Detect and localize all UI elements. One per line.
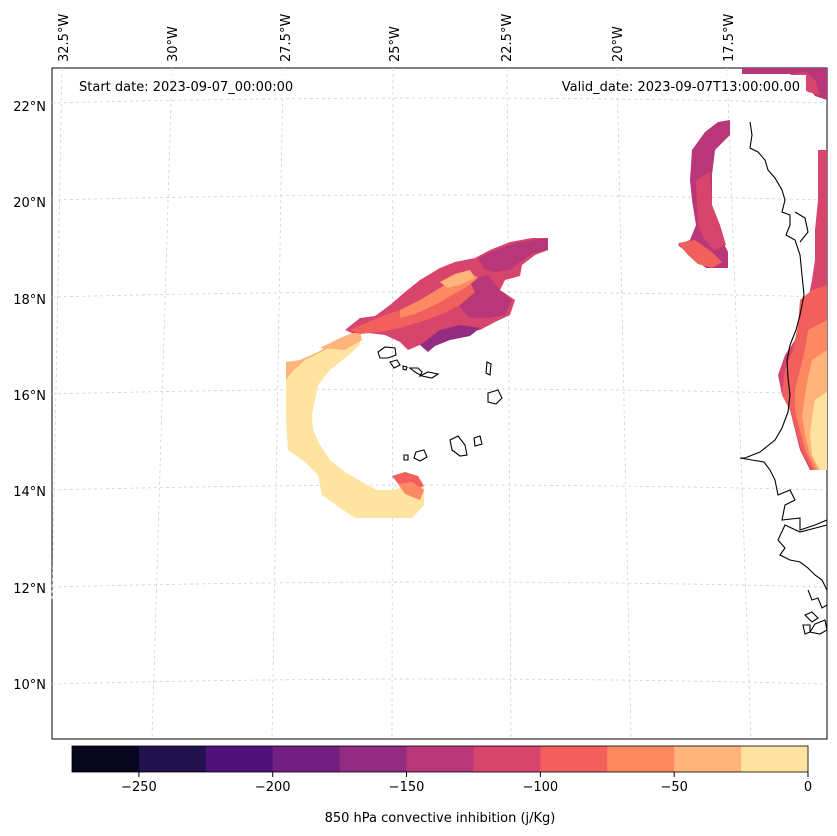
island-santa-luzia <box>402 365 408 371</box>
colorbar-tick-label: −200 <box>255 780 291 795</box>
lon-label: 17.5°W <box>722 14 737 62</box>
colorbar-bin <box>272 746 341 772</box>
lat-labels: 22°N 20°N 18°N 16°N 14°N 12°N 10°N <box>13 100 46 693</box>
island-maio <box>473 435 483 447</box>
cin-contours <box>286 68 827 518</box>
colorbar-label: 850 hPa convective inhibition (j/Kg) <box>325 811 556 826</box>
colorbar-bin <box>540 746 608 772</box>
colorbar-bin <box>607 746 675 772</box>
colorbar <box>72 746 809 772</box>
contour-arc-yellow <box>286 330 424 518</box>
contour-band-light <box>440 270 475 288</box>
valid-date-text: Valid_date: 2023-09-07T13:00:00.00 <box>562 80 800 95</box>
colorbar-bin <box>339 746 408 772</box>
lat-label: 16°N <box>13 389 46 404</box>
lon-label: 30°W <box>166 26 181 62</box>
contour-coast-yellow <box>810 392 827 470</box>
lon-label: 27.5°W <box>279 14 294 62</box>
lon-label: 32.5°W <box>57 14 72 62</box>
contour-band-deep <box>420 325 480 352</box>
meridian-17-5w <box>726 67 752 740</box>
colorbar-bin <box>674 746 742 772</box>
contour-arc-lightorange-2 <box>320 330 362 350</box>
colorbar-bin <box>473 746 541 772</box>
parallel-16n <box>51 388 828 395</box>
colorbar-ticks: −250 −200 −150 −100 −50 0 <box>121 772 812 795</box>
colorbar-frame <box>71 745 809 773</box>
lon-labels: 32.5°W 30°W 27.5°W 25°W 22.5°W 20°W 17.5… <box>57 14 737 62</box>
contour-north-column-red <box>696 172 726 250</box>
lat-label: 14°N <box>13 485 46 500</box>
meridian-32-5w <box>51 67 63 601</box>
parallel-14n <box>51 484 828 491</box>
coast-guinea-2 <box>807 589 828 609</box>
island-fogo <box>413 449 428 462</box>
parallel-22n <box>51 97 828 104</box>
lon-label: 20°W <box>611 26 626 62</box>
colorbar-bin <box>72 746 140 772</box>
island-sal <box>485 361 492 376</box>
coastlines <box>377 121 828 635</box>
coast-africa <box>739 121 828 531</box>
meridian-30w <box>151 67 173 740</box>
island-santo-antao <box>377 346 397 359</box>
island-santiago <box>449 435 468 457</box>
parallel-18n <box>51 291 828 298</box>
lat-label: 10°N <box>13 678 46 693</box>
lat-label: 18°N <box>13 293 46 308</box>
island-sao-nicolau <box>408 367 440 379</box>
lon-label: 25°W <box>388 26 403 62</box>
contour-arc-peach-patch <box>398 482 424 500</box>
colorbar-tick-label: −150 <box>389 780 425 795</box>
lat-label: 22°N <box>13 100 46 115</box>
lat-label: 20°N <box>13 196 46 211</box>
graticule <box>51 67 828 740</box>
coast-guinea <box>777 524 828 591</box>
colorbar-bin <box>205 746 274 772</box>
lat-label: 12°N <box>13 582 46 597</box>
coast-wsahara <box>794 211 809 243</box>
colorbar-tick-label: −100 <box>523 780 559 795</box>
meridian-22-5w <box>506 67 512 740</box>
colorbar-tick-label: −250 <box>121 780 157 795</box>
contour-band-purple-2 <box>460 275 512 318</box>
island-boa-vista <box>487 389 503 405</box>
parallel-20n <box>51 194 828 201</box>
meridian-25w <box>391 67 394 740</box>
coast-islands-bissau <box>802 611 828 635</box>
start-date-text: Start date: 2023-09-07_00:00:00 <box>79 80 293 95</box>
colorbar-bin <box>138 746 207 772</box>
colorbar-bin <box>406 746 474 772</box>
lon-label: 22.5°W <box>500 14 515 62</box>
meridian-20w <box>616 67 632 740</box>
contour-north-column-orange <box>678 240 722 268</box>
colorbar-tick-label: 0 <box>804 780 812 795</box>
parallel-10n <box>51 678 828 685</box>
contour-band-purple <box>478 238 548 272</box>
start-date-box <box>72 75 312 95</box>
valid-date-box <box>540 75 806 95</box>
island-sao-vicente <box>389 359 401 369</box>
meridian-27-5w <box>271 67 284 740</box>
colorbar-tick-label: −50 <box>660 780 687 795</box>
parallel-12n <box>51 581 828 588</box>
colorbar-bin <box>741 746 809 772</box>
island-brava <box>403 454 409 461</box>
